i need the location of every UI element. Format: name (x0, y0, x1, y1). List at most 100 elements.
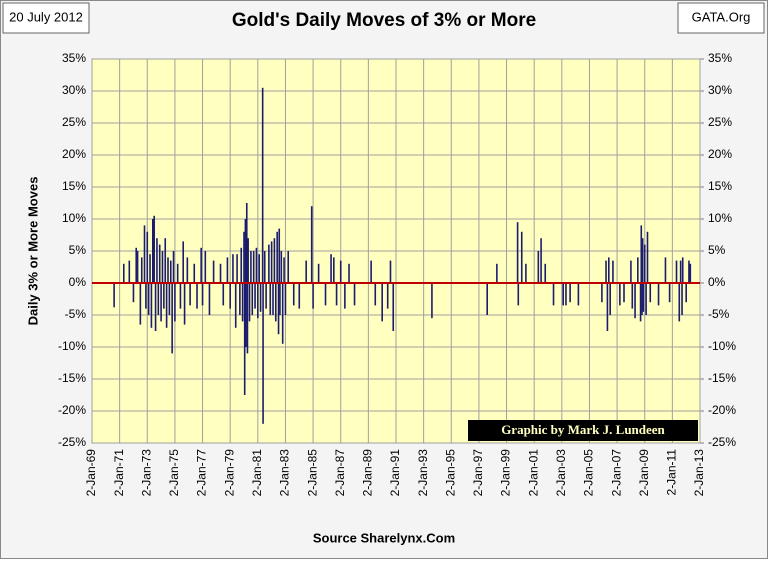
x-tick-label: 2-Jan-99 (499, 449, 513, 497)
bar (212, 260, 215, 283)
bar (222, 283, 225, 306)
bar (668, 283, 671, 303)
bar (204, 251, 207, 283)
bar (685, 283, 687, 303)
bar (537, 251, 540, 283)
bar (525, 263, 527, 283)
bar (520, 231, 523, 283)
bar (146, 231, 149, 283)
bar (634, 283, 636, 319)
y2-tick-label: 30% (708, 83, 732, 97)
bar (255, 247, 258, 283)
bar (189, 283, 191, 306)
bar (240, 247, 243, 283)
x-tick-label: 2-Jan-85 (305, 449, 319, 497)
bar (641, 283, 643, 315)
bar (335, 283, 338, 306)
bar (623, 283, 625, 303)
bar (122, 263, 125, 283)
bar (577, 283, 580, 306)
y2-tick-label: 10% (708, 211, 732, 225)
annotation: Graphic by Mark J. Lundeen (501, 422, 665, 437)
bar (241, 283, 244, 322)
bar (160, 283, 162, 322)
bar (149, 254, 151, 283)
x-tick-label: 2-Jan-07 (609, 449, 623, 497)
bar (678, 283, 681, 322)
site-box (677, 2, 765, 34)
bar (631, 283, 634, 309)
bar (283, 257, 285, 283)
bar (245, 203, 248, 283)
x-tick-label: 2-Jan-75 (167, 449, 181, 497)
bar (246, 283, 249, 354)
bar (386, 283, 389, 309)
y-tick-label: -20% (58, 403, 86, 417)
bar (243, 231, 245, 283)
x-tick-label: 2-Jan-87 (333, 449, 347, 497)
bar (637, 257, 639, 283)
bar (254, 283, 256, 309)
bar (389, 260, 392, 283)
x-tick-label: 2-Jan-05 (582, 449, 596, 497)
annotation-box (468, 420, 698, 441)
y2-tick-label: 20% (708, 147, 732, 161)
bar (270, 241, 273, 283)
bar (157, 283, 160, 315)
bar (236, 254, 238, 283)
bar (641, 238, 644, 283)
bar (273, 238, 276, 283)
bar (261, 87, 264, 283)
bar (657, 283, 660, 306)
bar (172, 251, 175, 283)
y-axis-label: Daily 3% or More Moves (25, 177, 40, 326)
bar (154, 283, 157, 331)
bar (244, 219, 247, 283)
y-tick-label: 15% (62, 179, 86, 193)
y-tick-label: 25% (62, 115, 86, 129)
bar (135, 247, 138, 283)
y-tick-label: 10% (62, 211, 86, 225)
bar (158, 244, 161, 283)
bar (272, 283, 274, 315)
y-tick-label: -15% (58, 371, 86, 385)
bar (145, 283, 147, 309)
bar (287, 251, 290, 283)
bar (156, 238, 158, 283)
y2-tick-label: -10% (708, 339, 736, 353)
bar (310, 206, 313, 283)
y-tick-label: 0% (69, 275, 87, 289)
bar (688, 260, 690, 283)
bar (269, 283, 272, 315)
bar (486, 283, 488, 315)
bar (179, 283, 182, 309)
source-label: Source Sharelynx.Com (313, 530, 455, 545)
bar (208, 283, 211, 315)
bar (639, 283, 642, 322)
bar (257, 283, 259, 319)
bar (279, 283, 281, 315)
bar (239, 283, 241, 315)
bar (163, 283, 165, 309)
x-tick-label: 2-Jan-03 (554, 449, 568, 497)
bar (562, 283, 564, 306)
bar (113, 283, 115, 308)
bar (161, 251, 164, 283)
y2-tick-label: 0% (708, 275, 726, 289)
bar (281, 283, 284, 344)
date-label: 20 July 2012 (9, 9, 83, 24)
bar (374, 283, 377, 306)
date-box (2, 2, 90, 34)
y-tick-label: 20% (62, 147, 86, 161)
bar (193, 263, 196, 283)
bar (612, 260, 614, 283)
y2-tick-label: -15% (708, 371, 736, 385)
bar (164, 238, 167, 283)
bar (517, 283, 520, 306)
bar (605, 260, 607, 283)
site-label: GATA.Org (692, 9, 751, 24)
bar (176, 263, 179, 283)
